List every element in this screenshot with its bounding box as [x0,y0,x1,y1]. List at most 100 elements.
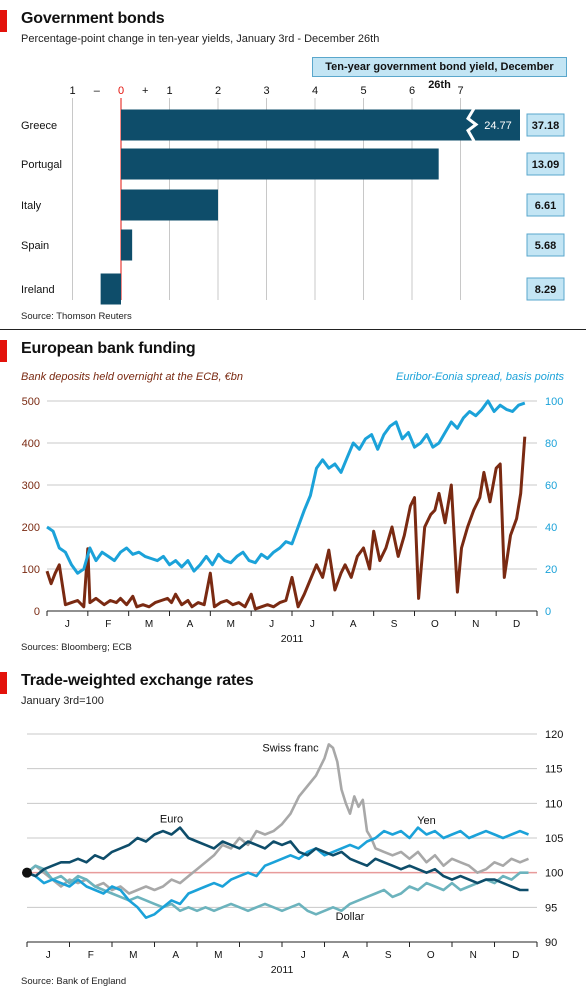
right-y-tick: 80 [545,438,557,450]
series-line-dollar [26,864,529,916]
x-tick-label: 1 [166,85,172,97]
yield-box [526,193,565,217]
year-label: 2011 [271,964,294,976]
yield-value: 37.18 [532,120,560,132]
start-point-marker [22,867,32,878]
x-tick-label: 7 [457,85,463,97]
x-tick-label: 6 [409,85,415,97]
month-label: J [301,950,306,961]
left-y-tick: 500 [22,396,40,408]
month-label: M [145,619,153,630]
x-tick-label: + [142,85,148,97]
yield-legend-box: Ten-year government bond yield, December… [312,57,567,91]
yield-value: 5.68 [535,240,556,252]
bar [100,273,121,305]
month-label: A [342,950,349,961]
right-y-tick: 20 [545,564,557,576]
month-label: A [350,619,357,630]
yield-box [526,233,565,257]
month-label: S [391,619,398,630]
bond-bar-chart: 1 – 0 +1 2 3 4 5 6 7 Greece 24.77 37.18 Portugal 13.09… [21,85,565,305]
category-label: Greece [21,120,57,132]
bar [121,189,218,221]
x-tick-label: 4 [312,85,318,97]
right-axis-label: Euribor-Eonia spread, basis points [396,371,564,383]
month-label: J [310,619,315,630]
month-label: D [513,619,520,630]
government-bonds-panel: Government bonds Percentage-point change… [0,0,586,330]
bank-funding-panel: European bank funding Bank deposits held… [0,331,586,661]
x-tick-label: 1 [69,85,75,97]
left-axis-label: Bank deposits held overnight at the ECB,… [21,371,243,383]
month-label: J [46,950,51,961]
yield-value: 8.29 [535,284,556,296]
chart-title: European bank funding [21,340,196,357]
year-label: 2011 [281,633,304,645]
yield-box [526,113,565,137]
category-label: Portugal [21,159,62,171]
month-label: N [472,619,479,630]
source-note: Sources: Bloomberg; ECB [21,642,132,653]
category-label: Spain [21,240,49,252]
source-note: Source: Thomson Reuters [21,311,132,322]
ecb-deposits-line [45,436,527,611]
month-label: J [65,619,70,630]
left-y-tick: 300 [22,480,40,492]
month-label: N [470,950,477,961]
right-y-tick: 100 [545,396,563,408]
yield-box [526,152,565,176]
category-label: Italy [21,200,42,212]
y-tick-label: 90 [545,937,557,949]
month-label: M [214,950,222,961]
month-label: M [227,619,235,630]
series-line-yen [26,826,529,919]
x-tick-label: 3 [263,85,269,97]
category-label: Ireland [21,284,55,296]
chart-subtitle: January 3rd=100 [21,695,104,707]
bar [121,229,133,261]
panel-divider [0,329,586,330]
month-label: O [431,619,439,630]
month-label: A [172,950,179,961]
x-tick-label: 5 [360,85,366,97]
y-tick-label: 115 [545,764,563,776]
month-label: D [512,950,519,961]
x-tick-label: – [94,85,101,97]
y-tick-label: 100 [545,868,563,880]
y-tick-label: 110 [545,798,563,810]
y-tick-label: 120 [545,729,563,741]
chart-title: Trade-weighted exchange rates [21,672,254,689]
month-label: O [427,950,435,961]
exchange-rate-line-chart: 90 95 100 105 110 115 120 J F M A M J J A S O N D 2011 Swiss… [22,729,563,976]
chart-title: Government bonds [21,10,165,27]
yield-box [526,277,565,301]
series-line-swiss-franc [26,743,529,895]
month-label: A [187,619,194,630]
euribor-eonia-line [46,399,526,575]
month-label: F [105,619,111,630]
accent-tab [0,10,7,32]
left-y-tick: 200 [22,522,40,534]
month-label: M [129,950,137,961]
bar [121,148,439,180]
yield-value: 13.09 [532,159,560,171]
series-line-euro [26,826,529,892]
bank-funding-line-chart: 0 0 100 20 200 40 300 60 400 80 500 100 J F M A M J J A S O N D… [22,396,564,645]
left-y-tick: 0 [34,606,40,618]
month-label: J [258,950,263,961]
right-y-tick: 0 [545,606,551,618]
right-y-tick: 60 [545,480,557,492]
source-note: Source: Bank of England [21,976,127,987]
series-label: Dollar [336,911,365,923]
x-tick-label: 2 [215,85,221,97]
right-y-tick: 40 [545,522,557,534]
exchange-rates-panel: Trade-weighted exchange rates January 3r… [0,662,586,996]
month-label: S [385,950,392,961]
chart-subtitle: Percentage-point change in ten-year yiel… [21,33,380,45]
left-y-tick: 100 [22,564,40,576]
x-tick-label: 0 [118,85,124,97]
month-label: J [269,619,274,630]
series-label: Swiss franc [262,742,319,754]
bar [121,109,520,141]
accent-tab [0,340,7,362]
